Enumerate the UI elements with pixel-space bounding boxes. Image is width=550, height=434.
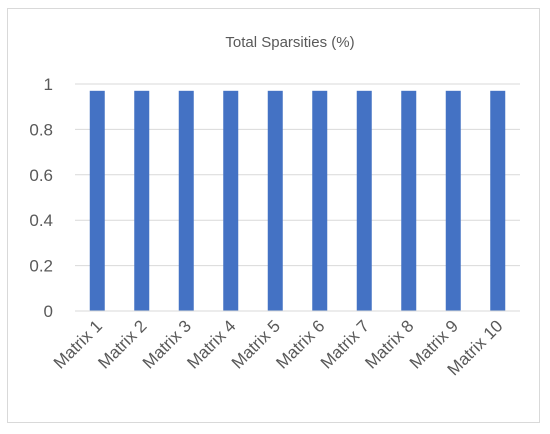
bar xyxy=(445,90,461,311)
bar xyxy=(312,90,328,311)
x-tick-label: Matrix 4 xyxy=(183,316,239,372)
chart-title: Total Sparsities (%) xyxy=(225,34,354,51)
y-axis-ticks: 0 0.2 0.4 0.6 0.8 1 xyxy=(29,75,53,321)
x-tick-label: Matrix 7 xyxy=(317,316,373,372)
x-tick-label: Matrix 3 xyxy=(139,316,195,372)
y-tick-label: 0.2 xyxy=(29,257,53,276)
y-tick-label: 0 xyxy=(44,302,53,321)
bar xyxy=(178,90,194,311)
x-tick-label: Matrix 6 xyxy=(272,316,328,372)
bars xyxy=(89,90,506,311)
bar xyxy=(89,90,105,311)
bar xyxy=(267,90,283,311)
x-tick-label: Matrix 8 xyxy=(361,316,417,372)
x-tick-label: Matrix 5 xyxy=(228,316,284,372)
bar xyxy=(356,90,372,311)
x-tick-label: Matrix 1 xyxy=(50,316,106,372)
bar xyxy=(223,90,239,311)
y-tick-label: 0.4 xyxy=(29,211,53,230)
bar xyxy=(490,90,506,311)
x-tick-label: Matrix 2 xyxy=(94,316,150,372)
y-tick-label: 0.8 xyxy=(29,120,53,139)
bar xyxy=(134,90,150,311)
bar xyxy=(401,90,417,311)
y-tick-label: 1 xyxy=(44,75,53,94)
y-tick-label: 0.6 xyxy=(29,166,53,185)
